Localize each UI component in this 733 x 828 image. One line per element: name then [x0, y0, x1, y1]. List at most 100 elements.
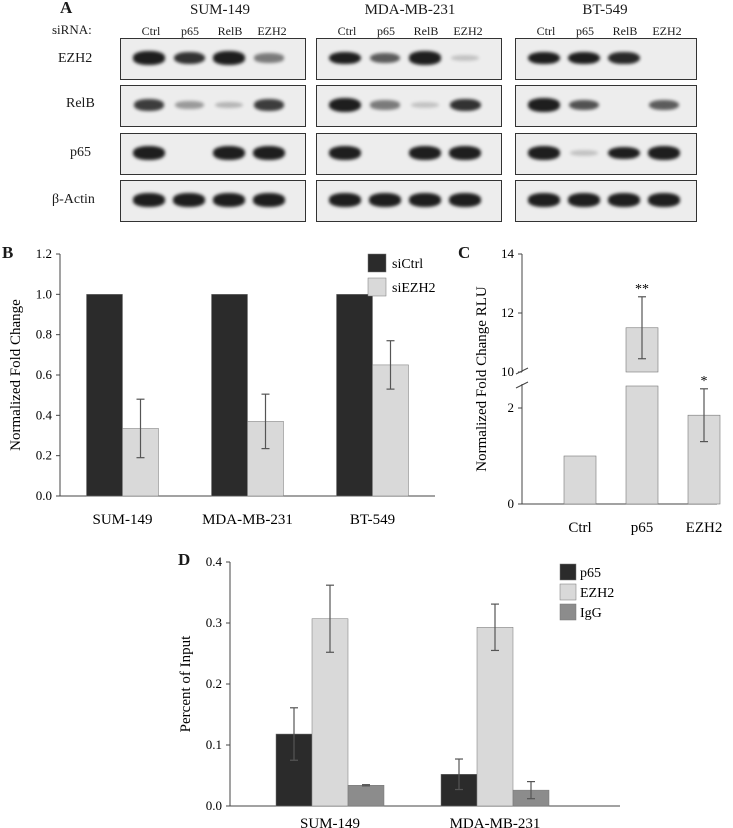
y-tick-label: 0.0 [206, 798, 222, 813]
x-tick-label: MDA-MB-231 [450, 816, 541, 828]
y-tick-label: 1.0 [36, 286, 52, 301]
blot-band [174, 101, 204, 109]
lane-label: RelB [612, 24, 638, 38]
blot-band [254, 53, 284, 63]
sirna-label: siRNA: [52, 22, 92, 37]
y-tick-label: 14 [501, 246, 515, 261]
blot-row-label: EZH2 [58, 51, 93, 66]
blot-strip [120, 180, 306, 222]
axis-break-mark [515, 367, 529, 375]
blot-band [648, 99, 680, 111]
bar [211, 294, 248, 497]
legend-label: EZH2 [580, 586, 614, 601]
cell-line-title: MDA-MB-231 [364, 2, 456, 18]
x-tick-label: EZH2 [686, 520, 723, 536]
panel-b-letter: B [2, 243, 14, 262]
blot-strip [120, 38, 306, 80]
y-tick-label: 0.4 [206, 554, 223, 569]
y-axis-label: Normalized Fold Change RLU [474, 286, 490, 472]
y-tick-label: 10 [501, 364, 514, 379]
legend-label: siCtrl [392, 257, 423, 272]
significance-marker: ** [635, 282, 649, 297]
bar-lower-segment [625, 385, 659, 505]
y-axis-label: Percent of Input [178, 635, 194, 732]
bar [86, 294, 123, 497]
blot-band [449, 99, 481, 111]
lane-label: p65 [576, 24, 594, 38]
bar [563, 455, 597, 505]
blot-band [450, 54, 480, 62]
y-tick-label: 0.4 [36, 407, 53, 422]
y-tick-label: 0.3 [206, 615, 222, 630]
legend-swatch [559, 583, 577, 601]
blot-row-label: RelB [66, 96, 95, 111]
blot-strip [316, 133, 502, 175]
chart-d: 0.0 0.1 0.2 0.3 0.4 Percent of Input SUM-149 MD… [178, 554, 620, 828]
blot-band [528, 146, 560, 160]
y-tick-label: 0.2 [206, 676, 222, 691]
lane-label: p65 [181, 24, 199, 38]
y-axis-label: Normalized Fold Change [8, 299, 24, 451]
panel-d-letter: D [178, 550, 191, 569]
lane-label: RelB [413, 24, 439, 38]
x-tick-label: p65 [631, 520, 654, 536]
panel-c-letter: C [458, 243, 471, 262]
bar [476, 627, 514, 807]
legend-label: p65 [580, 566, 601, 581]
x-tick-label: BT-549 [350, 512, 395, 528]
lane-label: p65 [377, 24, 395, 38]
y-tick-label: 0.8 [36, 327, 52, 342]
y-tick-label: 2 [508, 400, 515, 415]
blot-band [369, 52, 401, 64]
blot-band [568, 51, 600, 65]
blot-strip [316, 38, 502, 80]
y-tick-label: 0.0 [36, 488, 52, 503]
blot-strip [120, 85, 306, 127]
blot-strip [515, 85, 697, 127]
blot-band [528, 51, 560, 65]
blot-band [329, 146, 361, 160]
blot-row-label: β-Actin [52, 192, 95, 207]
cell-line-title: BT-549 [582, 2, 628, 18]
blot-band [449, 193, 481, 207]
lane-label: EZH2 [453, 24, 483, 38]
blot-band [133, 193, 165, 207]
legend-swatch [559, 563, 577, 581]
blot-band [173, 193, 205, 207]
blot-strip [515, 38, 697, 80]
blot-band [133, 99, 165, 111]
blot-band [253, 146, 285, 160]
cell-line-title: SUM-149 [189, 2, 250, 18]
x-tick-label: SUM-149 [300, 816, 360, 828]
x-tick-label: SUM-149 [92, 512, 152, 528]
y-tick-label: 12 [501, 305, 514, 320]
blot-band [608, 51, 640, 65]
blot-band [409, 193, 441, 207]
blot-band [449, 146, 481, 160]
blot-band [133, 146, 165, 160]
blot-strip [515, 180, 697, 222]
blot-band [410, 101, 440, 109]
significance-marker: * [701, 374, 708, 389]
blot-band [568, 99, 600, 111]
blot-band [569, 149, 599, 157]
x-tick-label: MDA-MB-231 [202, 512, 293, 528]
blot-strip [316, 180, 502, 222]
panel-a-letter: A [60, 0, 73, 17]
blot-band [213, 146, 245, 160]
legend-swatch [367, 253, 387, 273]
blot-band [329, 193, 361, 207]
lane-label: EZH2 [652, 24, 682, 38]
blot-band [329, 51, 361, 65]
y-tick-label: 1.2 [36, 246, 52, 261]
bar [336, 294, 373, 497]
lane-label: Ctrl [141, 24, 161, 38]
legend-label: siEZH2 [392, 281, 436, 296]
blot-band [370, 100, 400, 110]
blot-band [173, 52, 205, 64]
lane-label: Ctrl [337, 24, 357, 38]
blot-row-label: p65 [70, 145, 91, 160]
blot-strip [120, 133, 306, 175]
blot-band [133, 51, 165, 65]
blot-band [528, 98, 560, 112]
